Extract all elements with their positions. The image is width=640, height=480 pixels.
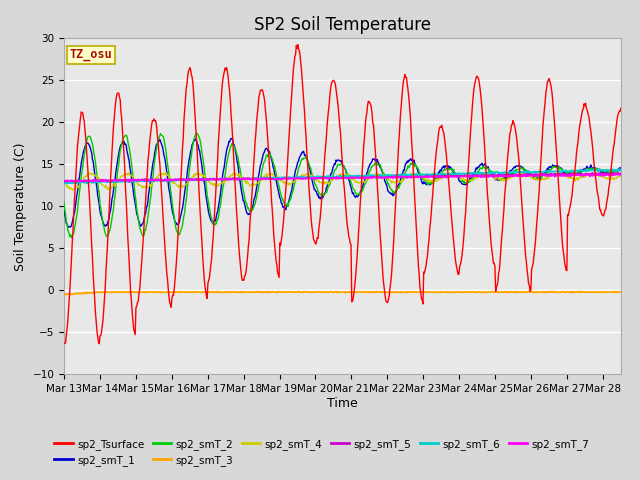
Legend: sp2_Tsurface, sp2_smT_1, sp2_smT_2, sp2_smT_3, sp2_smT_4, sp2_smT_5, sp2_smT_6, : sp2_Tsurface, sp2_smT_1, sp2_smT_2, sp2_… bbox=[50, 434, 593, 470]
X-axis label: Time: Time bbox=[327, 397, 358, 410]
Title: SP2 Soil Temperature: SP2 Soil Temperature bbox=[254, 16, 431, 34]
Text: TZ_osu: TZ_osu bbox=[70, 48, 112, 61]
Y-axis label: Soil Temperature (C): Soil Temperature (C) bbox=[14, 142, 27, 271]
